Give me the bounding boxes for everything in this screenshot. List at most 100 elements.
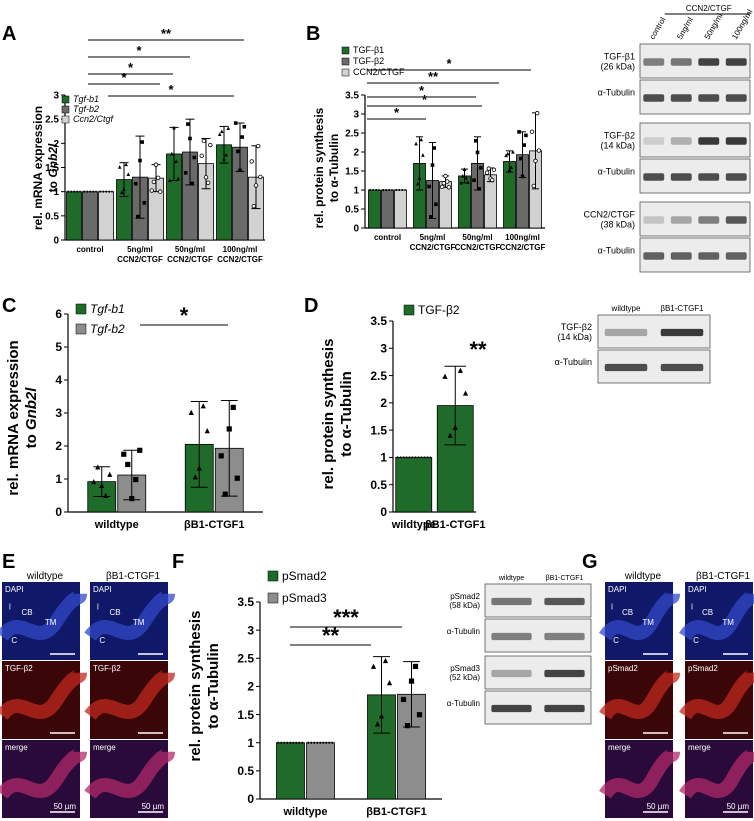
blot-row-label: pSmad2 [450,592,480,601]
data-point [491,167,497,172]
y-tick-label: 3.5 [370,314,387,328]
y-tick-label: 3.5 [237,595,254,609]
legend-label: TGF-β2 [418,303,460,317]
legend-swatch [75,303,87,315]
legend-swatch [267,570,279,582]
blot-band [670,216,692,224]
data-point [533,158,538,164]
y-tick-label: 0.5 [370,478,387,492]
data-point [125,461,131,468]
legend-swatch [341,68,350,77]
lane-label: 100ng/ml [730,8,754,41]
data-point [155,175,161,180]
blot-row-label: CCN2/CTGF [584,209,636,219]
data-point [416,712,423,718]
blot-strip [484,655,592,690]
data-point [218,453,224,459]
tissue-signal [599,590,681,641]
blot-band [698,58,720,66]
tissue-signal [599,669,681,720]
data-point [255,143,261,149]
data-point [522,143,527,147]
blot-band [604,363,648,372]
significance-label: * [180,303,189,328]
lane-label: wildtype [498,575,524,582]
data-point [430,163,435,167]
blot-band [643,94,665,102]
anno-tm: TM [133,618,145,627]
data-point [126,172,131,176]
data-point [251,203,257,209]
blot-band [670,58,692,66]
data-point [509,165,514,170]
anno-c: C [99,636,105,645]
legend-swatch [61,105,70,114]
blot-row-label: α-Tubulin [555,357,592,367]
blot-row-mw: (58 kDa) [449,601,480,610]
data-point [149,188,154,193]
svg-text:rel. protein synthesis: rel. protein synthesis [312,107,326,228]
panel-letter-a: A [2,23,16,45]
bar-b-s2-c2 [484,174,497,229]
y-tick-label: 1 [380,451,387,465]
anno-c: C [613,636,619,645]
blot-row-mw: (14 kDa) [557,332,592,342]
data-point [240,135,244,139]
data-point [414,141,418,146]
micrographs-layer: wildtype βB1-CTGF1 DAPI CB TM Cl DAPI CB TM Cl TGF… [0,571,754,818]
y-tick-label: 1.5 [345,167,359,178]
data-point [220,129,224,134]
anno-c: C [693,636,699,645]
data-point [531,183,536,189]
x-category-label: CCN2/CTGF [217,255,263,264]
blot-band [643,137,665,145]
tissue-signal [0,590,88,642]
y-tick-label: 1 [353,186,359,197]
data-point [490,177,495,183]
blot-row-mw: (52 kDa) [449,673,480,682]
bar-a-s2-c0 [98,191,114,241]
tissue-signal [599,748,681,799]
x-category-label: 100ng/ml [505,233,540,242]
y-tick-label: 1 [55,472,62,486]
tissue-signal [0,748,88,800]
data-point [95,464,101,470]
x-category-label: 5ng/ml [420,233,446,242]
data-point [233,121,238,125]
significance-label: * [446,56,452,71]
lane-label: βB1-CTGF1 [660,304,704,313]
tissue-signal [679,748,754,799]
y-tick-label: 3 [53,91,59,102]
tissue-signal [84,669,176,721]
data-point [236,149,240,154]
panel-letter-e: E [2,551,15,573]
x-category-label: 100ng/ml [223,245,258,254]
data-point [462,167,467,171]
scale-label: 50 µm [727,802,750,811]
data-point [226,126,231,130]
data-point [374,721,381,727]
blot-header: CCN2/CTGF [686,4,732,13]
legend-swatch [75,323,87,335]
bar-a-s0-c0 [66,191,82,241]
micrograph-tag: DAPI [5,585,24,594]
y-tick-label: 2 [55,439,62,453]
data-point [226,426,232,432]
legend-swatch [267,592,279,604]
data-point [242,124,247,129]
micrograph-tag: pSmad2 [688,664,718,673]
significance-label: * [136,43,142,58]
svg-text:to Gnb2l: to Gnb2l [46,143,60,192]
data-point [445,179,450,184]
significance-label: ** [428,69,439,84]
significance-label: * [168,82,174,97]
micrograph-column-title: βB1-CTGF1 [696,571,751,582]
data-point [192,474,198,480]
data-point [222,491,228,497]
anno-tm: TM [642,618,654,627]
data-point [507,167,512,172]
data-point [258,174,263,180]
legend-label: Tgf-b2 [90,322,125,336]
bar-f-s1-c0 [306,742,335,800]
legend-swatch [61,115,70,124]
